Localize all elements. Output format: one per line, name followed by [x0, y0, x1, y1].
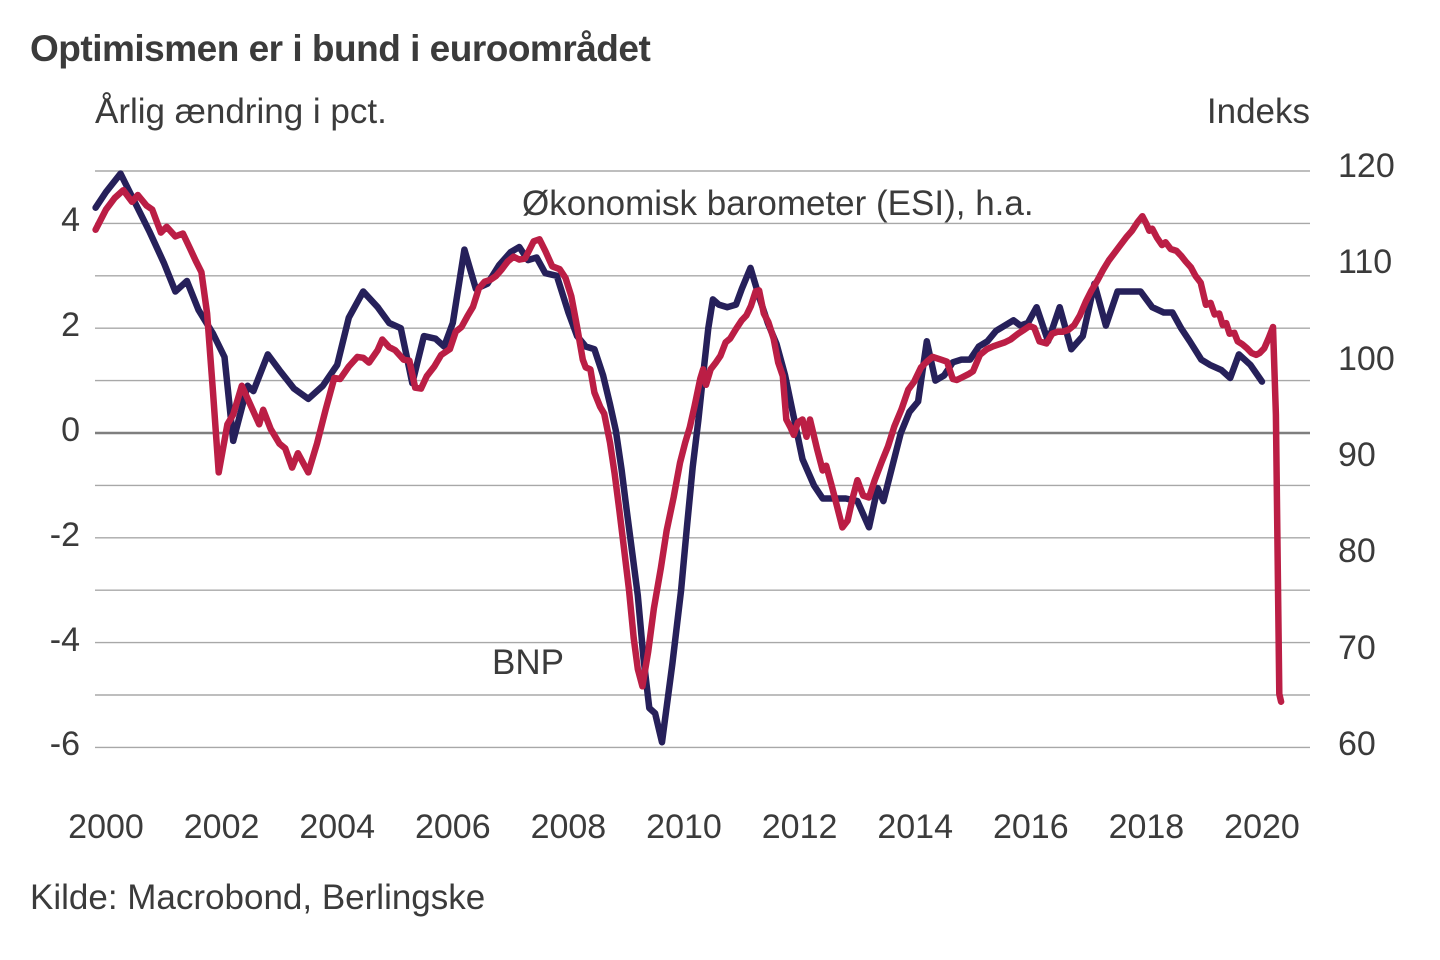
- right-axis-tick: 60: [1338, 725, 1376, 763]
- left-axis-title: Årlig ændring i pct.: [95, 92, 387, 131]
- x-axis-tick: 2020: [1224, 808, 1300, 846]
- x-axis-tick: 2004: [299, 808, 375, 846]
- x-axis-tick: 2012: [761, 808, 838, 846]
- x-axis-tick: 2006: [414, 808, 491, 846]
- x-axis-tick: 2016: [992, 808, 1069, 846]
- left-axis-tick: -6: [49, 725, 80, 764]
- right-axis-tick: 110: [1338, 243, 1393, 282]
- x-axis-tick: 2008: [530, 808, 607, 846]
- left-axis-tick: -2: [49, 515, 80, 554]
- source-attribution: Kilde: Macrobond, Berlingske: [30, 878, 486, 917]
- right-axis-tick: 100: [1338, 339, 1395, 378]
- left-axis-tick: -4: [49, 620, 80, 659]
- chart-title: Optimismen er i bund i euroområdet: [30, 28, 651, 69]
- esi-line: [92, 186, 1285, 705]
- x-axis-tick: 2014: [877, 808, 953, 846]
- right-axis-tick: 80: [1338, 532, 1376, 571]
- x-axis-tick: 2018: [1108, 808, 1185, 846]
- x-axis-tick: 2002: [183, 808, 260, 846]
- x-axis-tick: 2000: [68, 808, 144, 846]
- left-axis-tick: 0: [61, 411, 80, 449]
- right-axis-tick: 90: [1338, 436, 1376, 474]
- left-axis-tick: 4: [61, 201, 80, 240]
- right-axis-title: Indeks: [1206, 92, 1310, 131]
- right-axis-tick: 70: [1338, 628, 1376, 667]
- left-axis-tick: 2: [61, 306, 80, 345]
- esi-series-label: Økonomisk barometer (ESI), h.a.: [522, 184, 1034, 223]
- x-axis-tick: 2010: [646, 808, 722, 846]
- right-axis-tick: 120: [1338, 147, 1395, 185]
- bnp-series-label: BNP: [492, 643, 564, 682]
